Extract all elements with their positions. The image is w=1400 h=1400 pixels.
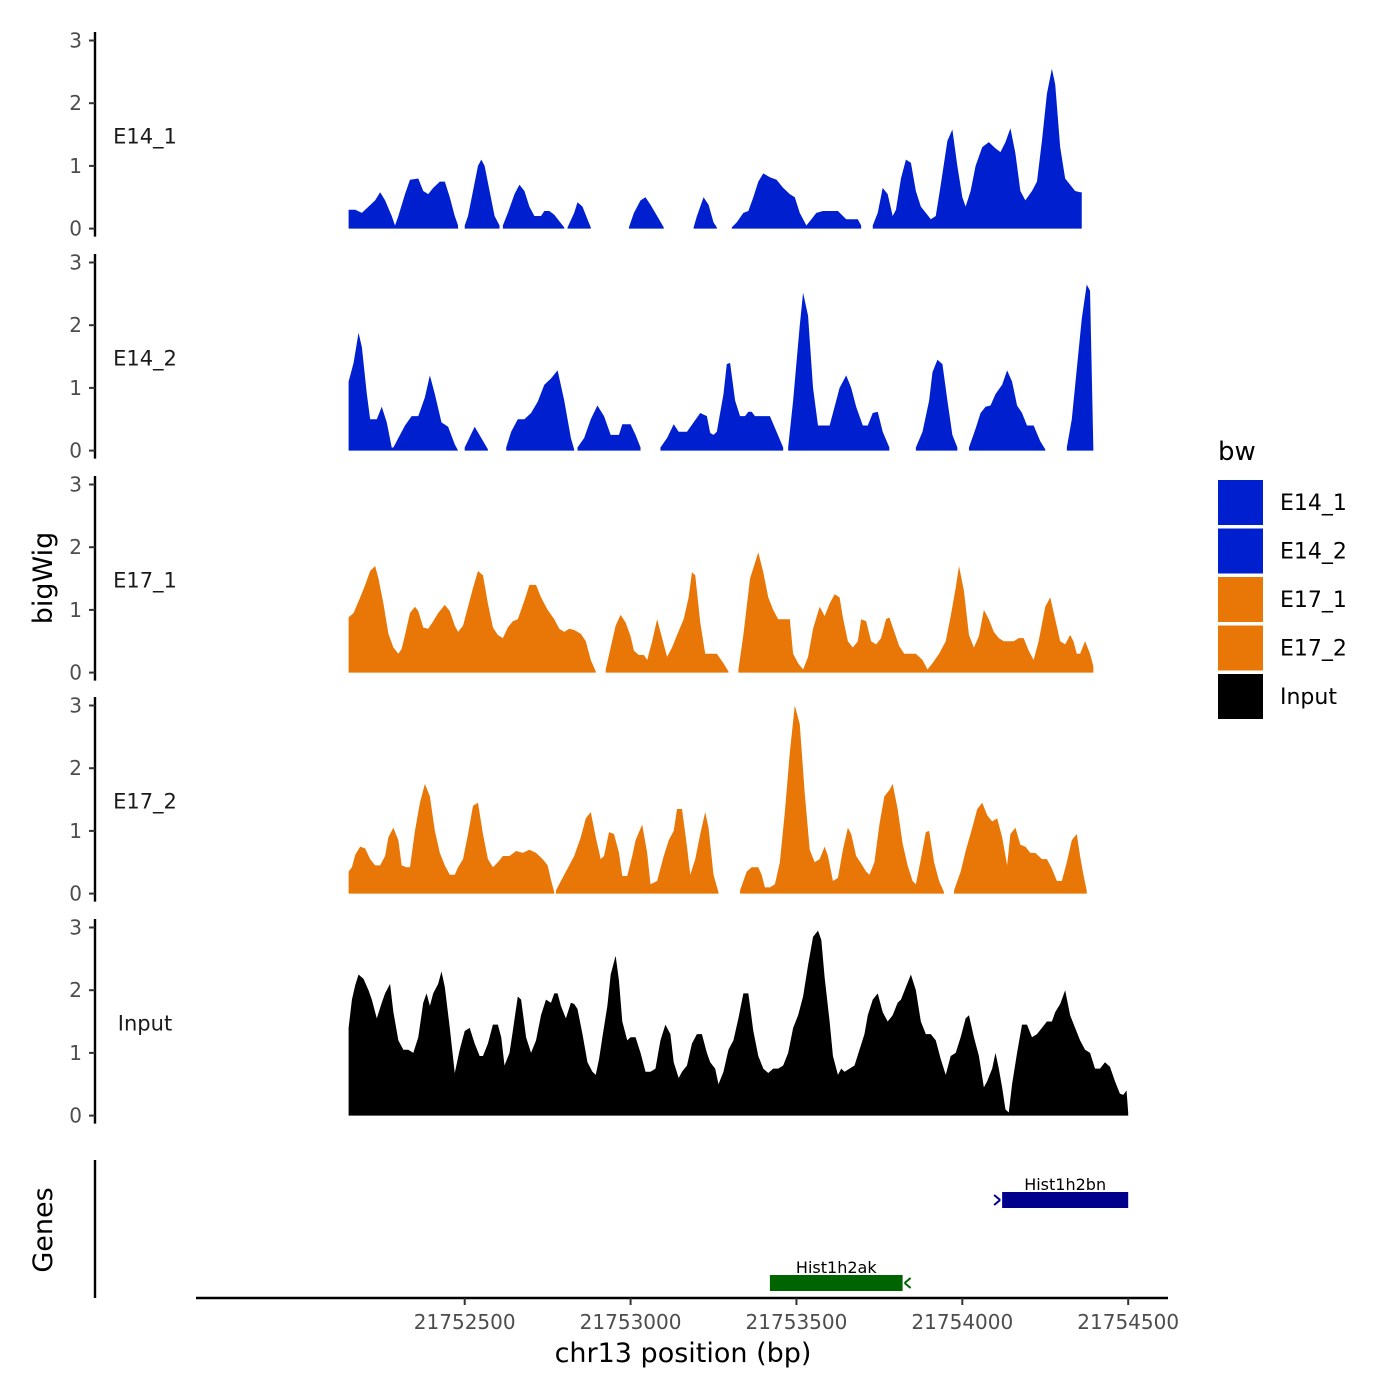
legend-swatch [1218, 480, 1263, 525]
legend-entry-Input: Input [1218, 674, 1337, 719]
panel-Input: 0 1 2 3 Input [69, 916, 1129, 1128]
gene-Hist1h2bn: Hist1h2bn [993, 1175, 1129, 1208]
x-tick-label: 21753500 [746, 1310, 848, 1334]
panel-E14_2: 0 1 2 3 E14_2 [69, 251, 1094, 463]
panel-E17_2: 0 1 2 3 E17_2 [69, 694, 1087, 906]
bigwig-y-axis-title: bigWig [28, 532, 59, 625]
y-tick-label: 2 [69, 978, 82, 1002]
y-tick-label: 1 [69, 154, 82, 178]
gene-Hist1h2ak: Hist1h2ak [769, 1258, 912, 1291]
y-tick-label: 3 [69, 251, 82, 275]
x-axis-title: chr13 position (bp) [555, 1338, 812, 1369]
x-axis: 21752500 21753000 21753500 21754000 21754500 [196, 1296, 1179, 1334]
gene-label: Hist1h2ak [796, 1258, 877, 1277]
legend-swatch [1218, 528, 1263, 574]
strand-arrow [993, 1194, 1001, 1206]
legend-label: Input [1280, 685, 1337, 710]
track-label-E14_2: E14_2 [113, 347, 177, 372]
panel-E14_1: 0 1 2 3 E14_1 [69, 29, 1082, 241]
y-tick-label: 2 [69, 535, 82, 559]
track-label-E17_2: E17_2 [113, 790, 177, 815]
signal-panels: 0 1 2 3 E14_1 0 1 2 3 E14_2 0 1 2 3 E17_1 0 1 2 3 E17_2 0 1 2 3… [69, 29, 1129, 1128]
y-tick-label: 3 [69, 473, 82, 497]
y-tick-label: 0 [69, 882, 82, 906]
x-tick-label: 21754500 [1077, 1310, 1179, 1334]
gene-label: Hist1h2bn [1024, 1175, 1106, 1194]
y-tick-label: 0 [69, 217, 82, 241]
legend-swatch [1218, 674, 1263, 719]
track-label-E14_1: E14_1 [113, 125, 177, 150]
y-tick-label: 2 [69, 756, 82, 780]
signal-area-Input [348, 930, 1129, 1116]
y-tick-label: 0 [69, 439, 82, 463]
y-tick-label: 2 [69, 91, 82, 115]
signal-area-E17_2 [348, 705, 1087, 894]
legend-swatch [1218, 625, 1263, 671]
signal-area-E14_2 [348, 284, 1094, 451]
y-tick-label: 0 [69, 661, 82, 685]
y-tick-label: 1 [69, 598, 82, 622]
legend-label: E14_2 [1280, 540, 1347, 565]
x-tick-label: 21754000 [911, 1310, 1013, 1334]
signal-area-E14_1 [348, 68, 1082, 229]
genes-y-axis-title: Genes [28, 1187, 59, 1272]
y-tick-label: 2 [69, 313, 82, 337]
gene-body [769, 1275, 903, 1291]
legend-label: E17_1 [1280, 588, 1347, 613]
genes-panel: Hist1h2bn Hist1h2ak [93, 1160, 1129, 1298]
y-tick-label: 0 [69, 1104, 82, 1128]
y-tick-label: 3 [69, 916, 82, 940]
x-tick-label: 21752500 [414, 1310, 516, 1334]
x-tick-label: 21753000 [580, 1310, 682, 1334]
y-tick-label: 1 [69, 1041, 82, 1065]
legend-title: bw [1218, 437, 1256, 467]
gene-body [1002, 1192, 1129, 1208]
y-tick-label: 3 [69, 694, 82, 718]
strand-arrow [903, 1277, 912, 1289]
legend-swatch [1218, 577, 1263, 622]
y-tick-label: 1 [69, 819, 82, 843]
legend-label: E14_1 [1280, 491, 1347, 516]
legend-label: E17_2 [1280, 637, 1347, 662]
legend-entry-E14_1: E14_1 [1218, 480, 1347, 525]
y-tick-label: 1 [69, 376, 82, 400]
legend-entry-E17_2: E17_2 [1218, 625, 1347, 671]
legend-entry-E14_2: E14_2 [1218, 528, 1347, 574]
track-label-Input: Input [118, 1012, 172, 1036]
panel-E17_1: 0 1 2 3 E17_1 [69, 473, 1094, 685]
legend: bw E14_1 E14_2 E17_1 E17_2 Input [1218, 437, 1347, 719]
track-label-E17_1: E17_1 [113, 569, 177, 594]
legend-entry-E17_1: E17_1 [1218, 577, 1347, 622]
signal-area-E17_1 [348, 552, 1094, 673]
y-tick-label: 3 [69, 29, 82, 53]
